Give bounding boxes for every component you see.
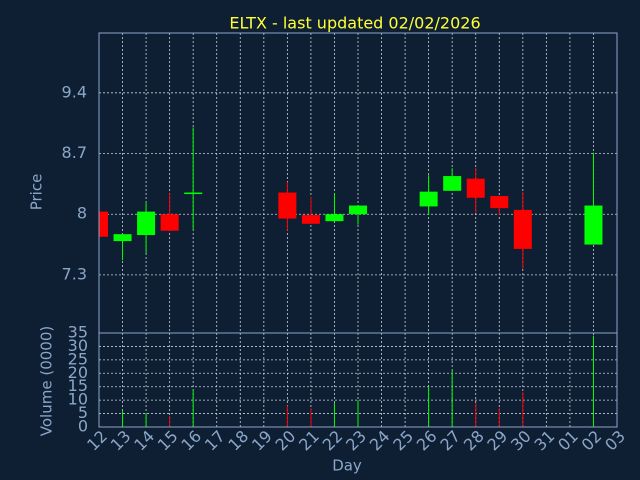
candle-body bbox=[325, 214, 344, 222]
candle-body bbox=[443, 176, 462, 191]
y-axis-label: Price bbox=[28, 174, 46, 211]
candle-body bbox=[584, 205, 603, 245]
volume-tick-label: 30 bbox=[68, 336, 88, 355]
volume-tick-label: 0 bbox=[78, 417, 88, 436]
chart-title: ELTX - last updated 02/02/2026 bbox=[229, 14, 480, 33]
candle-body bbox=[490, 196, 509, 209]
candle-body bbox=[301, 215, 320, 224]
volume-tick-label: 5 bbox=[78, 403, 88, 422]
y-tick-label: 8 bbox=[77, 204, 87, 223]
candle-body bbox=[419, 191, 438, 207]
candle-body bbox=[160, 214, 179, 231]
volume-tick-label: 20 bbox=[68, 363, 88, 382]
candle-body bbox=[466, 178, 485, 198]
candle-body bbox=[99, 211, 108, 237]
volume-axis-label: Volume (0000) bbox=[38, 326, 56, 436]
volume-frame bbox=[98, 332, 618, 428]
candle-body bbox=[113, 234, 132, 242]
candle-body bbox=[137, 211, 156, 236]
volume-marks bbox=[122, 335, 594, 427]
candle-body bbox=[278, 192, 297, 219]
price-marks bbox=[99, 127, 603, 269]
volume-tick-label: 15 bbox=[68, 376, 88, 395]
volume-tick-label: 25 bbox=[68, 349, 88, 368]
candle-body bbox=[184, 192, 203, 195]
x-tick-label: 03 bbox=[601, 427, 629, 455]
y-tick-label: 8.7 bbox=[62, 143, 87, 162]
candle-body bbox=[513, 209, 532, 249]
volume-tick-label: 35 bbox=[68, 323, 88, 342]
y-tick-label: 7.3 bbox=[62, 264, 87, 283]
marks bbox=[99, 127, 603, 427]
y-tick-label: 9.4 bbox=[62, 82, 87, 101]
volume-tick-label: 10 bbox=[68, 390, 88, 409]
candle-body bbox=[349, 205, 367, 215]
x-axis-label: Day bbox=[332, 457, 362, 475]
